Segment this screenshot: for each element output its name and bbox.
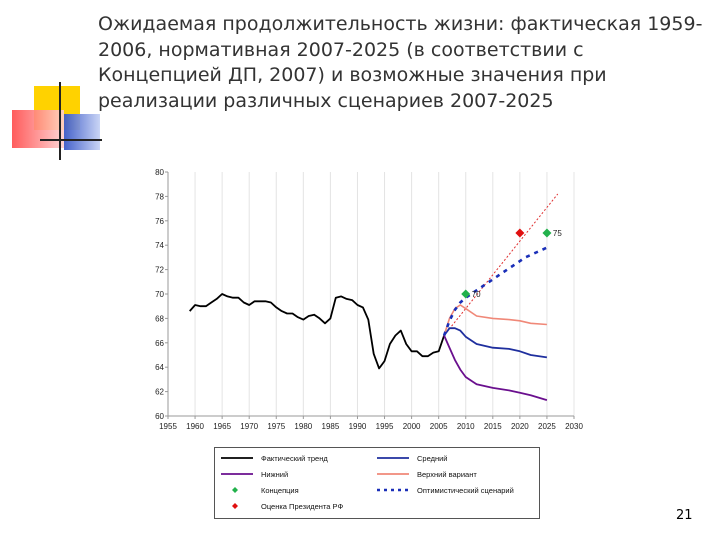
y-tick-label-76: 76 (155, 217, 164, 226)
y-tick-label-78: 78 (155, 192, 164, 201)
legend-label-fact: Фактический тренд (261, 454, 328, 463)
marker-label-concept-2010: 70 (472, 290, 481, 299)
decor-vertical-line (59, 82, 61, 160)
decor-horizontal-line (40, 139, 102, 141)
life-expectancy-chart: 60 62 64 66 68 70 72 74 76 78 80 1955 1960 1965 1970 19… (140, 160, 590, 440)
chart-svg: 60 62 64 66 68 70 72 74 76 78 80 1955 1960 1965 1970 19… (155, 168, 583, 431)
series-line-high (443, 304, 547, 336)
legend-label-high: Верхний вариант (417, 470, 477, 479)
x-tick-label-2025: 2025 (538, 422, 556, 431)
x-tick-label-2000: 2000 (403, 422, 421, 431)
marker-concept-2010 (461, 289, 471, 299)
y-tick-label-66: 66 (155, 339, 164, 348)
x-tick-label-2005: 2005 (430, 422, 448, 431)
y-tick-label-80: 80 (155, 168, 164, 177)
y-tick-label-70: 70 (155, 290, 164, 299)
legend-label-concept: Концепция (261, 486, 299, 495)
series-line-optimistic (442, 246, 548, 336)
y-tick-label-64: 64 (155, 363, 164, 372)
x-tick-label-1990: 1990 (349, 422, 367, 431)
x-tick-label-1985: 1985 (322, 422, 340, 431)
x-tick-label-1955: 1955 (159, 422, 177, 431)
series-line-fact (189, 293, 445, 370)
chart-legend: Фактический тренд Средний Нижний Верхний ва… (214, 447, 540, 519)
series-line-mid (443, 327, 548, 359)
x-tick-label-2020: 2020 (511, 422, 529, 431)
marker-label-concept-2025: 75 (553, 229, 562, 238)
page-number: 21 (676, 508, 693, 523)
series-line-low (443, 335, 548, 401)
y-tick-label-72: 72 (155, 266, 164, 275)
legend-swatch-concept (232, 487, 238, 493)
legend-swatch-president (232, 503, 238, 509)
x-tick-label-1965: 1965 (213, 422, 231, 431)
y-tick-label-68: 68 (155, 314, 164, 323)
legend-label-mid: Средний (417, 454, 448, 463)
x-tick-label-2010: 2010 (457, 422, 475, 431)
x-tick-label-2030: 2030 (565, 422, 583, 431)
y-tick-label-62: 62 (155, 388, 164, 397)
slide-title: Ожидаемая продолжительность жизни: факти… (98, 13, 703, 112)
decor-red-square (12, 110, 64, 148)
legend-label-president: Оценка Президента РФ (261, 502, 343, 511)
x-tick-label-1970: 1970 (240, 422, 258, 431)
x-tick-label-1960: 1960 (186, 422, 204, 431)
decor-blue-square (64, 114, 100, 150)
marker-president-2020 (515, 228, 525, 238)
president-trend-line (443, 193, 559, 336)
x-tick-label-2015: 2015 (484, 422, 502, 431)
marker-concept-2025 (542, 228, 552, 238)
x-tick-label-1980: 1980 (294, 422, 312, 431)
y-tick-label-74: 74 (155, 241, 164, 250)
legend-label-optimistic: Оптимистический сценарий (417, 486, 514, 495)
x-tick-label-1975: 1975 (267, 422, 285, 431)
x-tick-label-1995: 1995 (376, 422, 394, 431)
legend-label-low: Нижний (261, 470, 288, 479)
y-tick-label-60: 60 (155, 412, 164, 421)
